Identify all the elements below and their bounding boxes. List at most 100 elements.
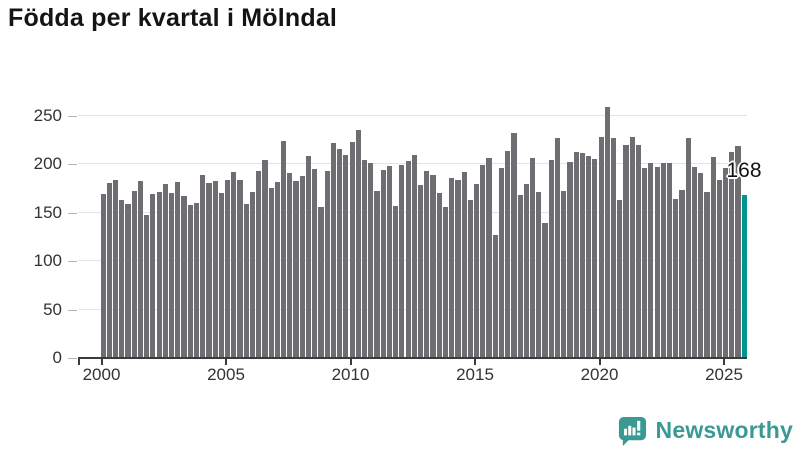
bar-2004-Q2[interactable]	[206, 182, 212, 358]
bar-2006-Q1[interactable]	[249, 191, 256, 358]
bar-2016-Q3[interactable]	[511, 133, 517, 358]
bar-2006-Q4[interactable]	[268, 187, 274, 358]
bar-2004-Q3[interactable]	[212, 180, 218, 358]
bar-2010-Q2[interactable]	[355, 129, 361, 358]
bar-2014-Q1[interactable]	[449, 178, 455, 358]
highlighted-bar-2025-Q4[interactable]	[741, 195, 747, 358]
bar-2003-Q4[interactable]	[193, 203, 200, 358]
bar-2018-Q1[interactable]	[548, 159, 554, 358]
bar-2007-Q3[interactable]	[287, 173, 293, 358]
bar-2023-Q2[interactable]	[679, 189, 685, 358]
bar-2005-Q3[interactable]	[237, 179, 243, 358]
bar-2002-Q4[interactable]	[168, 192, 175, 358]
bar-2000-Q4[interactable]	[119, 200, 125, 358]
bar-2014-Q2[interactable]	[455, 179, 461, 358]
bar-2000-Q1[interactable]	[100, 194, 106, 358]
bar-2024-Q3[interactable]	[710, 156, 716, 358]
bar-2002-Q2[interactable]	[156, 191, 162, 358]
bar-2012-Q2[interactable]	[405, 160, 411, 358]
bar-2007-Q2[interactable]	[281, 141, 287, 358]
bar-2011-Q2[interactable]	[380, 170, 386, 358]
bar-2006-Q2[interactable]	[256, 171, 262, 358]
bar-2023-Q1[interactable]	[673, 199, 679, 358]
bar-2001-Q2[interactable]	[131, 190, 137, 358]
bar-2010-Q4[interactable]	[368, 163, 374, 358]
bar-2015-Q2[interactable]	[480, 165, 486, 358]
bar-2004-Q1[interactable]	[200, 175, 206, 358]
bar-2024-Q4[interactable]	[716, 179, 722, 358]
bar-2019-Q4[interactable]	[592, 158, 598, 358]
bar-2021-Q3[interactable]	[635, 145, 642, 358]
bar-2021-Q1[interactable]	[623, 145, 629, 358]
bar-2001-Q1[interactable]	[125, 204, 131, 358]
bar-2009-Q2[interactable]	[330, 143, 336, 358]
bar-2016-Q2[interactable]	[505, 150, 511, 358]
bar-2010-Q3[interactable]	[361, 159, 368, 358]
bar-2023-Q3[interactable]	[685, 138, 691, 358]
bar-2014-Q4[interactable]	[467, 200, 473, 358]
bar-2012-Q3[interactable]	[411, 154, 417, 358]
bar-2008-Q2[interactable]	[305, 155, 312, 358]
bar-2008-Q4[interactable]	[318, 207, 324, 358]
bar-2018-Q2[interactable]	[554, 138, 561, 358]
bar-2016-Q1[interactable]	[498, 168, 505, 358]
bar-2002-Q3[interactable]	[162, 183, 168, 358]
bar-2003-Q3[interactable]	[187, 205, 193, 358]
bar-2013-Q1[interactable]	[424, 171, 430, 358]
bar-2025-Q1[interactable]	[723, 168, 729, 358]
bar-2001-Q3[interactable]	[137, 180, 144, 358]
bar-2023-Q4[interactable]	[691, 167, 698, 358]
bar-2013-Q3[interactable]	[436, 192, 442, 358]
bar-2017-Q4[interactable]	[542, 223, 548, 358]
bar-2021-Q2[interactable]	[629, 137, 635, 358]
bar-2022-Q2[interactable]	[654, 167, 660, 358]
bar-2015-Q3[interactable]	[486, 157, 492, 358]
bar-2016-Q4[interactable]	[517, 195, 523, 358]
bar-2015-Q4[interactable]	[492, 235, 498, 358]
bar-2022-Q1[interactable]	[648, 162, 654, 358]
bar-2019-Q2[interactable]	[579, 152, 585, 358]
bar-2017-Q2[interactable]	[530, 157, 536, 358]
bar-2003-Q1[interactable]	[175, 181, 181, 358]
bar-2022-Q3[interactable]	[660, 163, 666, 358]
bar-2019-Q3[interactable]	[586, 155, 592, 358]
bar-2008-Q1[interactable]	[299, 176, 305, 358]
bar-2017-Q3[interactable]	[536, 191, 542, 358]
bar-2022-Q4[interactable]	[666, 163, 673, 358]
bar-2007-Q4[interactable]	[293, 180, 299, 358]
bar-2018-Q3[interactable]	[561, 190, 567, 358]
bar-2000-Q2[interactable]	[106, 182, 112, 358]
bar-2012-Q1[interactable]	[399, 165, 405, 358]
bar-2010-Q1[interactable]	[349, 142, 355, 358]
bar-2003-Q2[interactable]	[181, 196, 187, 358]
bar-2025-Q3[interactable]	[735, 146, 741, 358]
bar-2024-Q2[interactable]	[704, 191, 710, 358]
bar-2011-Q3[interactable]	[386, 166, 393, 358]
bar-2005-Q4[interactable]	[243, 204, 249, 358]
bar-2015-Q1[interactable]	[474, 183, 480, 358]
bar-2009-Q1[interactable]	[324, 171, 330, 358]
bar-2013-Q2[interactable]	[430, 175, 436, 358]
bar-2000-Q3[interactable]	[112, 179, 119, 358]
bar-2014-Q3[interactable]	[461, 172, 467, 358]
bar-2002-Q1[interactable]	[150, 194, 156, 358]
bar-2019-Q1[interactable]	[573, 151, 579, 358]
bar-2009-Q3[interactable]	[337, 148, 343, 358]
bar-2017-Q1[interactable]	[523, 183, 529, 358]
bar-2025-Q2[interactable]	[729, 151, 735, 358]
bar-2020-Q3[interactable]	[610, 138, 617, 358]
newsworthy-logo[interactable]: Newsworthy	[617, 415, 793, 446]
bar-2005-Q2[interactable]	[231, 172, 237, 358]
bar-2001-Q4[interactable]	[144, 214, 150, 358]
bar-2007-Q1[interactable]	[274, 181, 280, 358]
bar-2013-Q4[interactable]	[442, 207, 449, 358]
bar-2018-Q4[interactable]	[567, 161, 573, 358]
bar-2020-Q4[interactable]	[617, 200, 623, 358]
bar-2020-Q2[interactable]	[604, 107, 610, 358]
bar-2005-Q1[interactable]	[225, 179, 231, 358]
bar-2020-Q1[interactable]	[598, 137, 604, 358]
bar-2009-Q4[interactable]	[343, 154, 349, 358]
bar-2024-Q1[interactable]	[698, 173, 704, 358]
bar-2012-Q4[interactable]	[417, 184, 424, 358]
bar-2021-Q4[interactable]	[642, 168, 648, 358]
